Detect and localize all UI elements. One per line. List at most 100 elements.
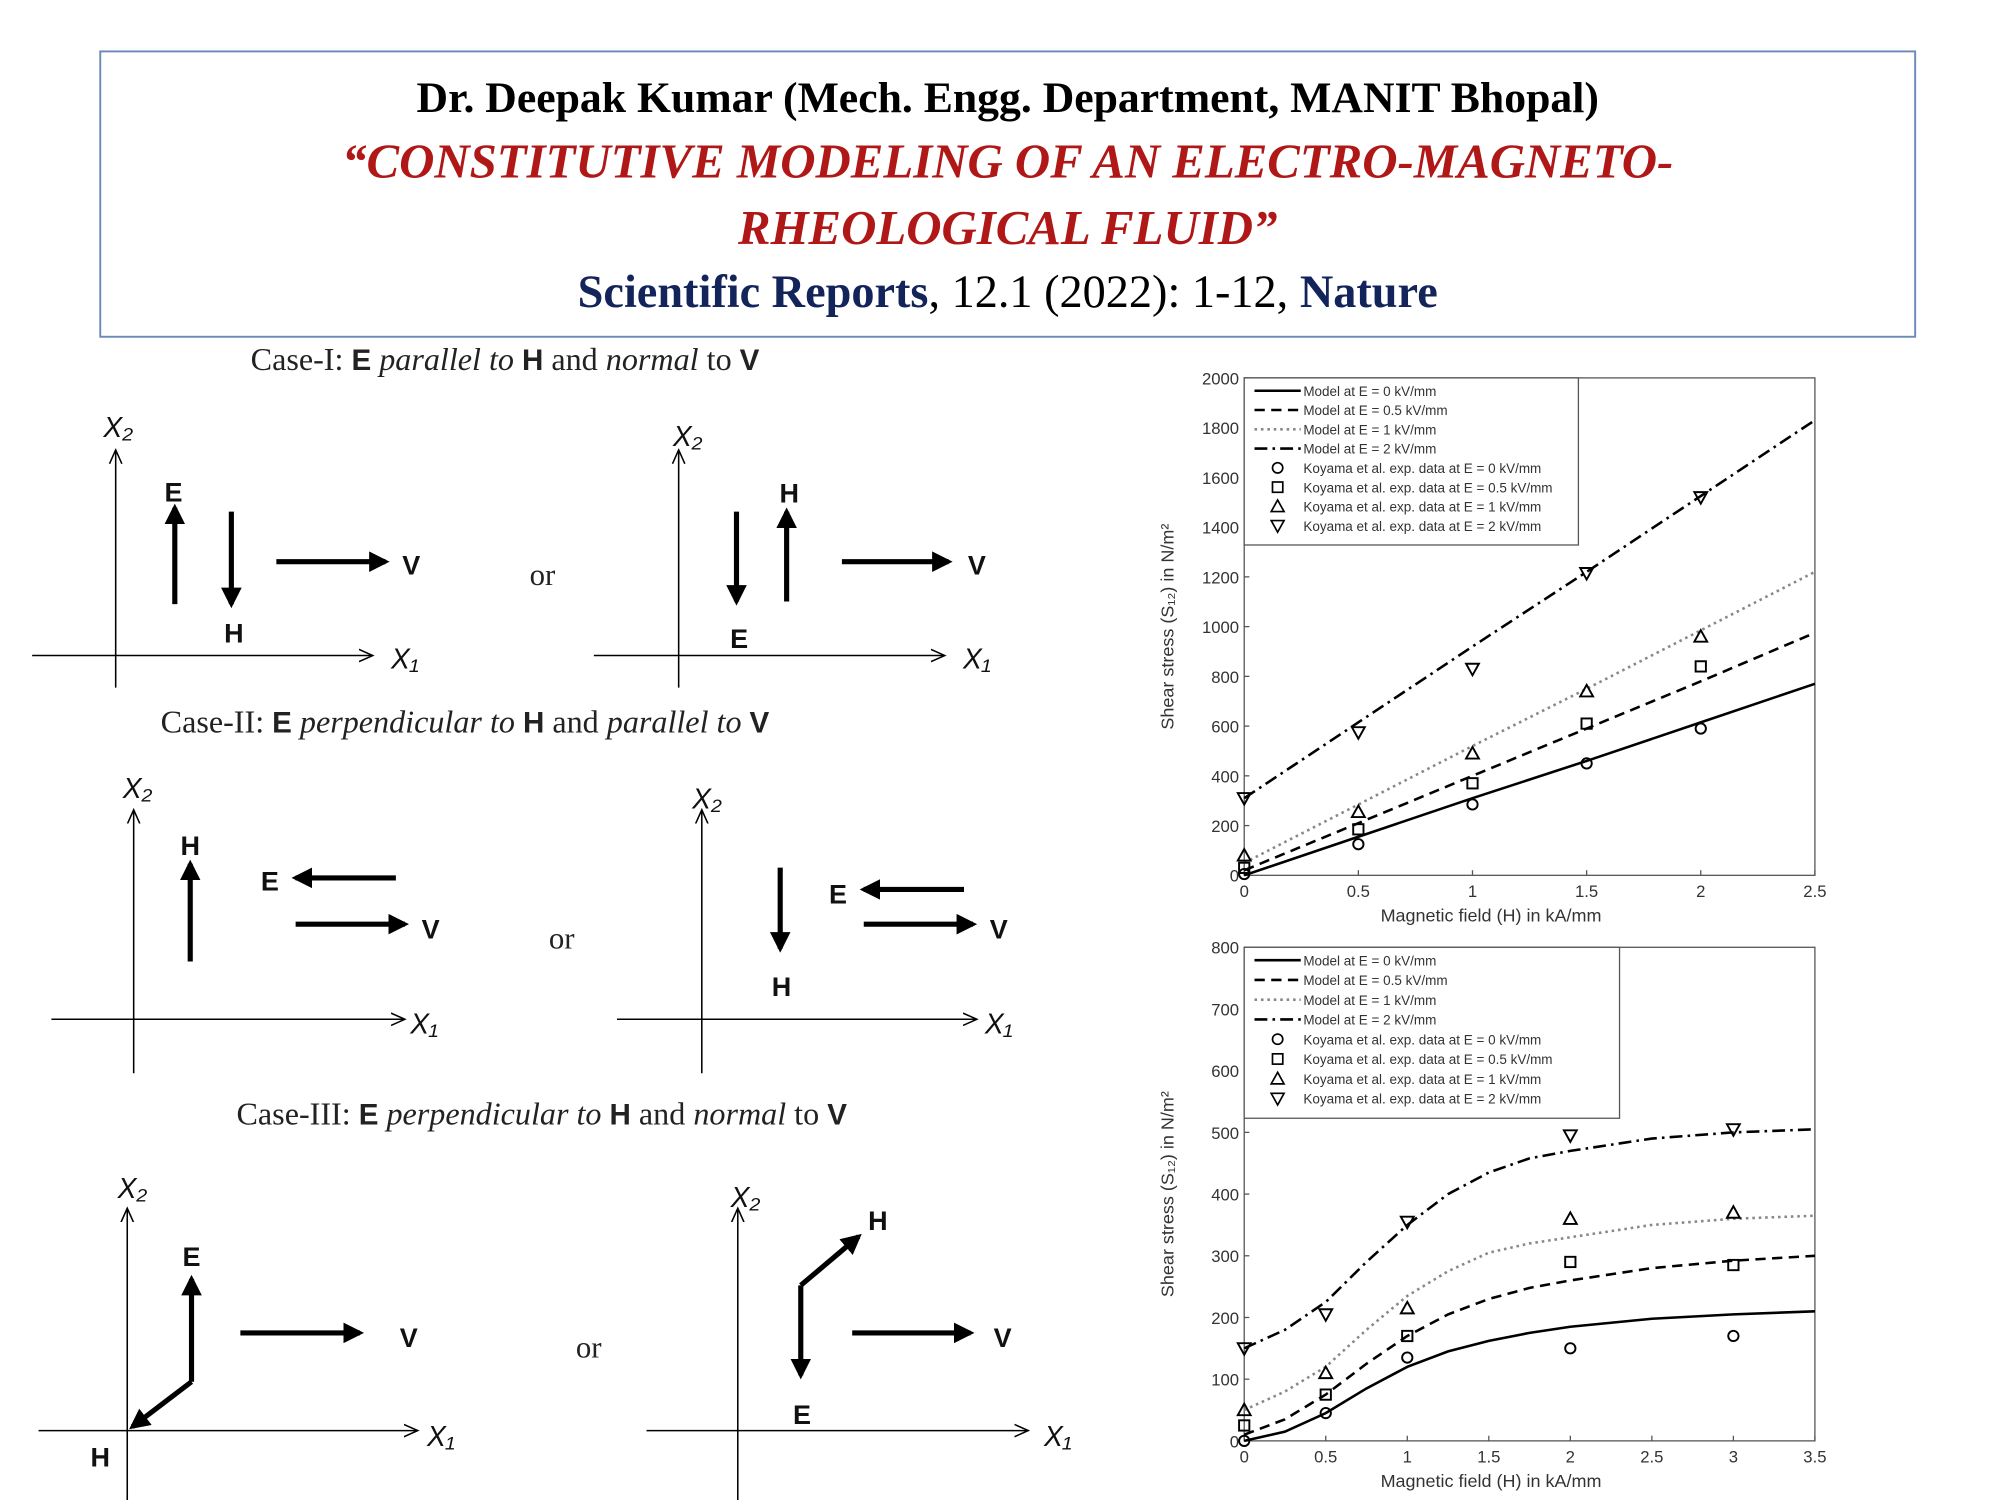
y-tick-label: 500 [1211,1124,1239,1143]
y-axis-label: Shear stress (S₁₂) in N/m² [1158,1091,1178,1297]
data-point [1236,1342,1253,1357]
legend-label: Koyama et al. exp. data at E = 1 kV/mm [1303,500,1541,515]
case-title-part: V [827,1099,847,1132]
case-title-part: Case-I: [251,341,352,377]
vector-label: V [994,1323,1012,1353]
vector-label: H [224,619,244,649]
data-point [1580,717,1593,730]
vector-label: V [400,1323,418,1353]
case-title-part: E [359,1099,379,1132]
legend-label: Model at E = 1 kV/mm [1303,993,1436,1008]
legend-label: Model at E = 0 kV/mm [1303,384,1436,399]
data-point [1238,861,1251,874]
data-point [1694,660,1707,673]
case-title-part: V [750,707,770,740]
data-point [1269,498,1286,513]
case-title-part: normal [693,1096,786,1132]
data-point [1464,662,1481,678]
legend-label: Koyama et al. exp. data at E = 0.5 kV/mm [1303,480,1552,495]
y-tick-label: 100 [1211,1371,1239,1390]
y-tick-label: 800 [1211,668,1239,687]
data-point [1238,1434,1251,1447]
legend-label: Koyama et al. exp. data at E = 2 kV/mm [1303,1092,1541,1107]
vector-label: H [180,831,200,861]
volume: , 12.1 (2022): 1-12, [928,267,1299,318]
axis-label: X₂ [117,1172,148,1204]
axis-label: X₂ [730,1181,761,1213]
data-point [1564,1255,1577,1269]
legend-label: Model at E = 0.5 kV/mm [1303,403,1447,418]
x-tick-label: 0.5 [1314,1448,1337,1467]
data-point [1564,1342,1577,1355]
y-tick-label: 1400 [1202,519,1239,538]
vector-label: E [730,624,748,654]
y-tick-label: 400 [1211,767,1239,786]
vector-label: V [990,914,1008,944]
vector-label: H [91,1443,111,1473]
vector-label: V [968,551,986,581]
x-tick-label: 2 [1566,1448,1575,1467]
publisher: Nature [1300,267,1438,318]
y-tick-label: 1200 [1202,568,1239,587]
case-title-part: perpendicular to [292,704,523,740]
data-point [1269,519,1286,534]
legend-label: Model at E = 2 kV/mm [1303,1013,1436,1028]
data-point [1401,1329,1414,1343]
series-line [1243,631,1816,872]
data-point [1578,682,1595,698]
case-title-part: perpendicular to [378,1096,609,1132]
series-line [1243,1254,1815,1436]
data-point [1464,745,1481,760]
legend-label: Koyama et al. exp. data at E = 0 kV/mm [1303,1032,1541,1047]
legend-label: Model at E = 2 kV/mm [1303,442,1436,457]
x-tick-label: 1.5 [1575,882,1598,901]
legend-label: Koyama et al. exp. data at E = 2 kV/mm [1303,519,1541,534]
case-title-part: to [786,1096,827,1132]
y-tick-label: 300 [1211,1247,1239,1266]
axis-label: X₁ [984,1007,1013,1039]
case-title-part: Case-III: [237,1096,359,1132]
x-tick-label: 1.5 [1477,1448,1500,1467]
y-tick-label: 400 [1211,1186,1239,1205]
series-line [1243,1128,1815,1350]
y-tick-label: 600 [1211,718,1239,737]
y-tick-label: 700 [1211,1000,1239,1019]
data-point [1238,867,1251,881]
vector-label: E [829,880,847,910]
x-tick-label: 2.5 [1803,882,1826,901]
data-point [1319,1388,1332,1401]
x-tick-label: 0 [1240,882,1249,901]
data-point [1271,481,1284,494]
data-point [1236,1401,1253,1417]
data-point [1466,777,1479,790]
citation: Scientific Reports, 12.1 (2022): 1-12, N… [578,267,1438,318]
case-title-part: to [699,341,740,377]
author: Dr. Deepak Kumar (Mech. Engg. Department… [417,74,1599,122]
data-point [1317,1308,1334,1323]
axis-label: X₁ [426,1420,455,1452]
legend-label: Koyama et al. exp. data at E = 0.5 kV/mm [1303,1052,1552,1067]
x-tick-label: 1 [1403,1448,1412,1467]
legend-label: Koyama et al. exp. data at E = 0 kV/mm [1303,461,1541,476]
case-title-part: V [740,344,760,377]
or-label: or [576,1330,602,1364]
case-title-part: parallel to [605,704,750,740]
case-title-part: and [631,1096,693,1132]
data-point [1352,823,1365,836]
data-point [1350,726,1367,741]
vector-arrow [129,1379,194,1430]
vector-label: E [261,867,279,897]
x-tick-label: 0.5 [1347,882,1370,901]
axis-label: X₂ [672,420,703,452]
data-point [1580,757,1593,770]
data-point [1562,1129,1579,1144]
data-point [1269,1070,1286,1085]
y-tick-label: 0 [1230,1432,1239,1451]
axis-label: X₁ [390,642,419,674]
y-axis-label: Shear stress (S₁₂) in N/m² [1158,524,1178,730]
or-label: or [549,922,575,956]
y-tick-label: 600 [1211,1062,1239,1081]
header-box [99,50,1917,338]
y-tick-label: 0 [1230,867,1239,886]
axis-label: X₂ [102,411,133,443]
